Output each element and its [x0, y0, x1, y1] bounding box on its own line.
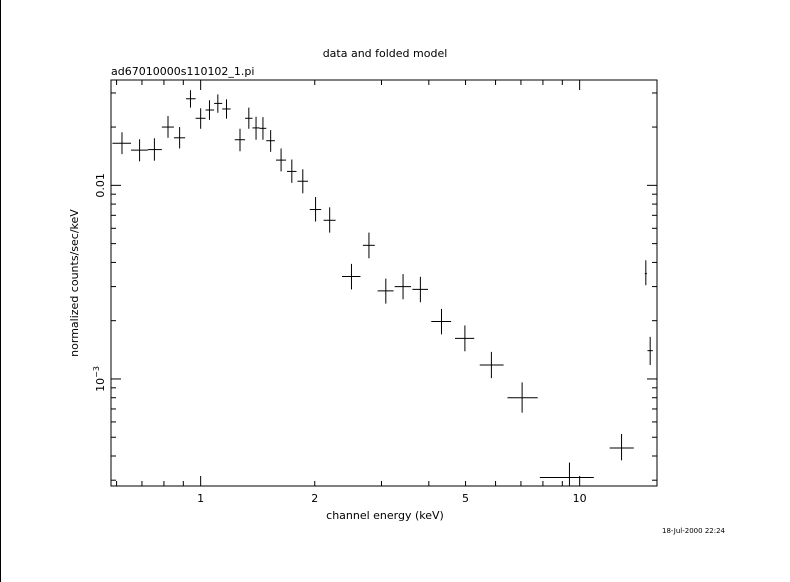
data-point: [394, 274, 412, 300]
data-point: [147, 138, 162, 161]
x-axis-label: channel energy (keV): [326, 509, 444, 522]
y-tick-exponent: −3: [92, 366, 101, 378]
tick-labels: 1 2 5 10 0.01 10−3: [92, 173, 587, 505]
data-point: [205, 100, 215, 120]
axis-ticks: [111, 80, 657, 486]
data-point: [252, 116, 260, 140]
data-point: [214, 94, 223, 113]
data-point: [297, 169, 309, 194]
data-point: [186, 90, 196, 108]
data-point: [412, 276, 429, 303]
x-tick-label: 1: [197, 492, 204, 505]
plot-frame: [110, 79, 658, 487]
y-axis-label: normalized counts/sec/keV: [68, 209, 81, 357]
data-point: [309, 197, 322, 222]
data-point: [431, 308, 452, 335]
data-point: [266, 130, 275, 152]
data-points: [112, 90, 653, 486]
left-frame-border: [0, 0, 1, 582]
chart-title: data and folded model: [323, 47, 448, 60]
data-point: [275, 148, 287, 172]
data-point: [112, 132, 132, 155]
data-point: [259, 117, 267, 140]
data-point: [195, 108, 206, 129]
data-point: [609, 433, 634, 461]
data-point: [377, 278, 394, 304]
x-tick-label: 2: [311, 492, 318, 505]
data-point: [131, 139, 148, 162]
data-point: [455, 325, 475, 352]
y-tick-label: 10−3: [92, 366, 107, 392]
x-tick-label: 5: [462, 492, 469, 505]
data-point: [362, 232, 375, 259]
data-point: [161, 116, 174, 138]
data-point: [539, 462, 594, 486]
x-tick-label: 10: [573, 492, 587, 505]
data-point: [323, 207, 336, 233]
data-point: [647, 336, 653, 366]
data-point: [287, 159, 297, 183]
y-tick-label: 0.01: [94, 173, 107, 198]
data-point: [644, 260, 647, 286]
chart-subtitle: ad67010000s110102_1.pi: [111, 65, 254, 78]
data-point: [341, 263, 361, 290]
data-point: [245, 107, 253, 129]
data-point: [173, 127, 186, 149]
data-point: [479, 351, 504, 379]
data-point: [234, 128, 246, 152]
data-point: [507, 382, 538, 413]
data-point: [222, 99, 231, 119]
timestamp: 18-Jul-2000 22:24: [662, 527, 726, 535]
